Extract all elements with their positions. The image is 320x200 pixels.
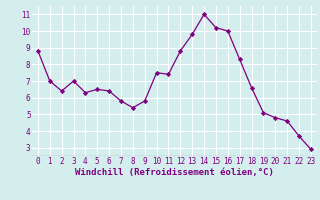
X-axis label: Windchill (Refroidissement éolien,°C): Windchill (Refroidissement éolien,°C) <box>75 168 274 177</box>
